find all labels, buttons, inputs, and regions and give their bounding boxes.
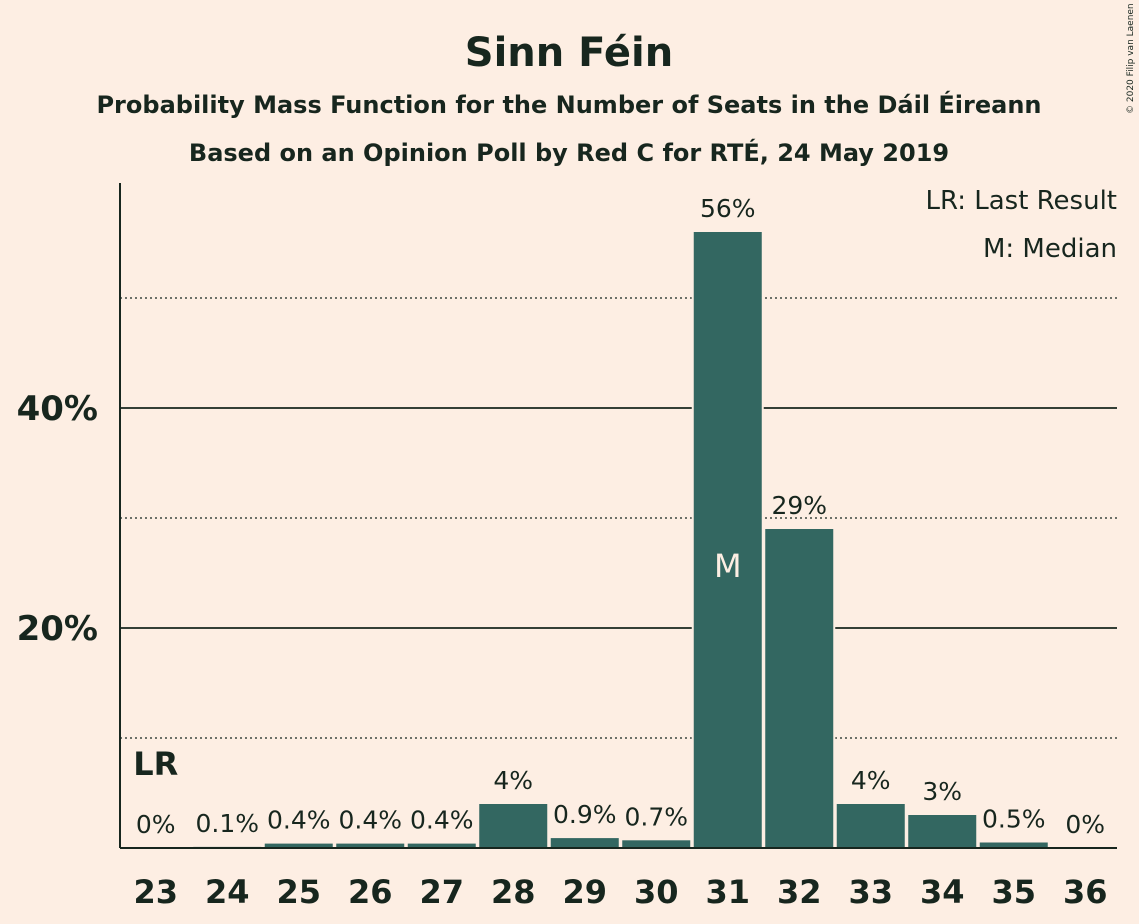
bars: 0%LR0.1% 0.4% 0.4% 0.4%4%0.9% 0.7%56%M29%4% 3… — [133, 194, 1105, 848]
axes: 20% 40% 23 24 25 26 27 28 29 30 31 32 33 34 35 36 — [17, 183, 1117, 911]
bar-value-label: 0% — [136, 810, 176, 839]
x-tick-label: 24 — [205, 873, 250, 911]
x-tick-label: 36 — [1063, 873, 1108, 911]
y-tick-label: 20% — [17, 609, 98, 649]
bar — [550, 838, 619, 848]
x-tick-label: 28 — [491, 873, 536, 911]
bar — [479, 804, 548, 848]
bar — [979, 842, 1048, 848]
x-tick-label: 29 — [562, 873, 607, 911]
bar — [765, 529, 834, 848]
x-tick-label: 35 — [991, 873, 1036, 911]
bar-value-label: 4% — [851, 766, 891, 795]
y-tick-label: 40% — [17, 389, 98, 429]
copyright-note: © 2020 Filip van Laenen — [1126, 3, 1136, 114]
legend-median: M: Median — [983, 234, 1117, 264]
x-tick-label: 33 — [848, 873, 893, 911]
bar-value-label: 0.4% — [410, 806, 474, 835]
bar-value-label: 4% — [493, 766, 533, 795]
bar-value-label: 0.4% — [338, 806, 402, 835]
bar-value-label: 0.9% — [553, 800, 617, 829]
x-tick-label: 31 — [705, 873, 750, 911]
x-tick-label: 32 — [777, 873, 822, 911]
bar-value-label: 0.7% — [624, 802, 688, 831]
x-tick-label: 27 — [419, 873, 464, 911]
bar — [693, 232, 762, 848]
bar-value-label: 0% — [1065, 810, 1105, 839]
x-tick-label: 23 — [133, 873, 178, 911]
bar — [622, 840, 691, 848]
legend-last-result: LR: Last Result — [925, 186, 1117, 216]
bar-value-label: 0.1% — [195, 809, 259, 838]
bar — [908, 815, 977, 848]
bar — [836, 804, 905, 848]
chart-subtitle-2: Based on an Opinion Poll by Red C for RT… — [189, 138, 949, 167]
x-tick-label: 34 — [920, 873, 965, 911]
x-tick-label: 30 — [634, 873, 679, 911]
bar-gap — [191, 844, 264, 848]
bar-value-label: 3% — [922, 777, 962, 806]
bar-value-label: 0.4% — [267, 806, 331, 835]
chart-title: Sinn Féin — [465, 30, 673, 76]
bar — [336, 843, 405, 848]
bar-value-label: 29% — [771, 491, 827, 520]
x-tick-label: 26 — [348, 873, 393, 911]
bar-value-label: 56% — [700, 194, 756, 223]
bar — [264, 843, 333, 848]
bar-value-label: 0.5% — [982, 805, 1046, 834]
bar — [407, 843, 476, 848]
gridlines — [120, 297, 1117, 739]
last-result-marker: LR — [133, 745, 178, 783]
median-marker: M — [714, 547, 742, 585]
chart-subtitle-1: Probability Mass Function for the Number… — [96, 90, 1041, 119]
x-tick-label: 25 — [276, 873, 321, 911]
